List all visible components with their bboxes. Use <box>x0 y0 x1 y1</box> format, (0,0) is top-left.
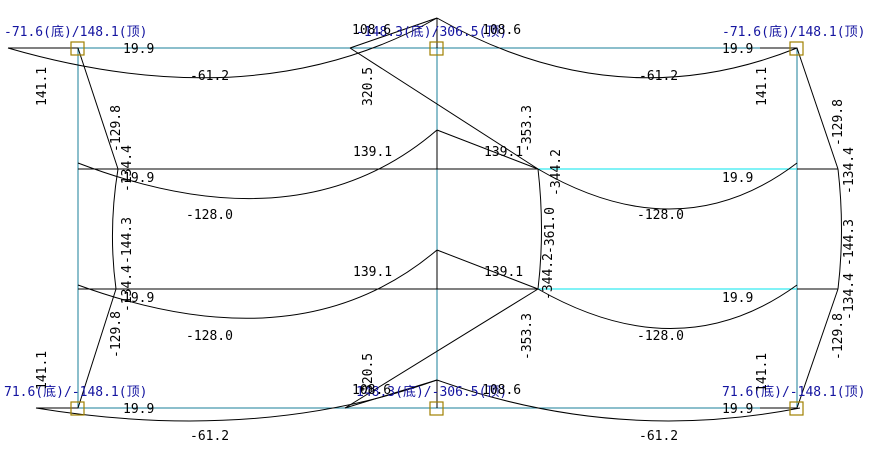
column-label-bot-left: 71.6(底)/-148.1(顶) <box>4 384 147 400</box>
beam-label: -61.2 <box>190 429 229 444</box>
joint-marker <box>789 401 804 416</box>
beam-label: 19.9 <box>722 42 753 57</box>
beam-label: -61.2 <box>190 69 229 84</box>
beam-label: 19.9 <box>123 42 154 57</box>
middle-bottom-column-moment <box>344 288 539 409</box>
joint-marker <box>429 41 444 56</box>
column-label: -134.4 <box>120 265 135 312</box>
column-label: -344.2 <box>541 253 556 300</box>
overlap-label: 108.6 <box>482 383 521 398</box>
column-label: 141.1 <box>35 67 50 106</box>
row3-right-beam-moment-curve <box>537 284 798 329</box>
frame-grid <box>77 47 798 409</box>
joint-marker <box>429 401 444 416</box>
top-left-beam-moment-curve <box>7 17 438 79</box>
beam-label: -128.0 <box>186 208 233 223</box>
column-label: 141.1 <box>35 351 50 390</box>
column-label: -134.4 <box>120 145 135 192</box>
joint-markers <box>70 41 804 416</box>
overlap-label: 108.6 <box>352 23 391 38</box>
left-bottom-column-moment <box>36 288 117 409</box>
column-label: 141.1 <box>755 67 770 106</box>
overlap-label: 108.6 <box>482 23 521 38</box>
joint-marker <box>70 401 85 416</box>
column-label: -361.0 <box>543 207 558 254</box>
column-label: 320.5 <box>361 67 376 106</box>
beam-label: 19.9 <box>123 291 154 306</box>
column-label: -144.3 <box>842 219 857 266</box>
beam-label: 19.9 <box>722 171 753 186</box>
overlap-labels: 108.6 108.6 108.6 108.6 <box>352 23 521 398</box>
bottom-right-beam-moment-curve <box>436 379 801 422</box>
beam-label: 19.9 <box>722 291 753 306</box>
beam-label: 139.1 <box>353 265 392 280</box>
beam-label: 139.1 <box>484 145 523 160</box>
beam-label: 19.9 <box>123 402 154 417</box>
left-top-column-moment <box>36 47 119 170</box>
beam-label: -128.0 <box>637 329 684 344</box>
column-label: -144.3 <box>120 217 135 264</box>
joint-marker <box>70 41 85 56</box>
joint-marker <box>789 41 804 56</box>
middle-mid-column-moment <box>537 168 542 290</box>
column-label: -353.3 <box>520 105 535 152</box>
beam-label: -128.0 <box>637 208 684 223</box>
beam-label: -61.2 <box>639 69 678 84</box>
column-label: -134.4 <box>842 273 857 320</box>
column-label: -134.4 <box>842 147 857 194</box>
column-label: -129.8 <box>109 311 124 358</box>
column-label: -129.8 <box>109 105 124 152</box>
beam-label: 139.1 <box>353 145 392 160</box>
right-bottom-column-moment <box>760 288 839 409</box>
column-label: -129.8 <box>831 99 846 146</box>
column-moment-labels: 141.1 -129.8 -134.4 -144.3 -134.4 -129.8… <box>35 67 857 392</box>
beam-label: 19.9 <box>123 171 154 186</box>
column-label: -353.3 <box>520 313 535 360</box>
column-label-top-left: -71.6(底)/148.1(顶) <box>4 24 147 40</box>
beam-moment-labels: 19.9 -61.2 19.9 -61.2 19.9 -128.0 139.1 … <box>123 42 753 444</box>
middle-top-column-moment <box>349 47 539 170</box>
beam-label: -61.2 <box>639 429 678 444</box>
top-right-beam-moment-curve <box>436 17 798 79</box>
column-label-bot-mid: 148.3(底)/-306.5(顶) <box>356 384 507 400</box>
column-end-labels: -71.6(底)/148.1(顶) -148.3(底)/306.5(顶) -71… <box>4 24 865 400</box>
column-label: -344.2 <box>549 149 564 196</box>
beam-label: 19.9 <box>722 402 753 417</box>
row2-left-beam-moment-curve <box>77 129 438 200</box>
column-label-bot-right: 71.6(底)/-148.1(顶) <box>722 384 865 400</box>
row3-left-beam-moment-curve <box>77 249 438 319</box>
right-mid-column-moment <box>837 168 842 290</box>
row2-right-beam-moment-curve <box>537 162 798 210</box>
beam-label: -128.0 <box>186 329 233 344</box>
column-label: 141.1 <box>755 353 770 392</box>
column-label-top-mid: -148.3(底)/306.5(顶) <box>356 24 507 40</box>
left-mid-column-moment <box>111 168 119 290</box>
column-label: -129.8 <box>831 313 846 360</box>
column-label: 320.5 <box>361 353 376 392</box>
column-label-top-right: -71.6(底)/148.1(顶) <box>722 24 865 40</box>
overlap-label: 108.6 <box>352 383 391 398</box>
beam-label: 139.1 <box>484 265 523 280</box>
moment-curves <box>7 17 842 422</box>
right-top-column-moment <box>760 47 839 170</box>
